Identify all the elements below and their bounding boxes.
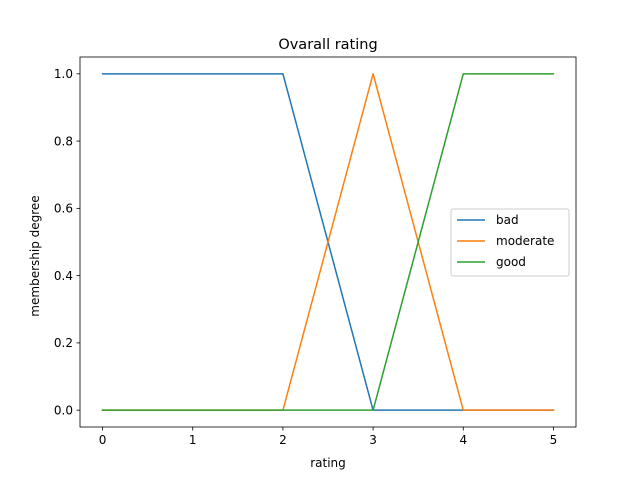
legend: bad moderate good bbox=[450, 208, 570, 277]
x-tick-label: 2 bbox=[279, 433, 287, 447]
axes-frame bbox=[79, 56, 577, 428]
legend-box bbox=[450, 208, 570, 277]
y-tick-label: 0.6 bbox=[54, 202, 73, 216]
x-tick-label: 1 bbox=[189, 433, 197, 447]
x-tick-label: 0 bbox=[99, 433, 107, 447]
legend-label-good: good bbox=[496, 255, 526, 269]
y-tick-label: 0.8 bbox=[54, 134, 73, 148]
chart-title: Ovarall rating bbox=[278, 37, 377, 53]
legend-label-moderate: moderate bbox=[496, 234, 554, 248]
y-tick-label: 0.0 bbox=[54, 403, 73, 417]
y-tick-label: 1.0 bbox=[54, 67, 73, 81]
legend-label-bad: bad bbox=[496, 213, 519, 227]
x-tick-label: 3 bbox=[369, 433, 377, 447]
y-tick-label: 0.2 bbox=[54, 336, 73, 350]
series-line-good bbox=[101, 73, 555, 411]
x-tick-label: 5 bbox=[550, 433, 558, 447]
plot-area: 0 1 2 3 4 5 0.0 0.2 0.4 0.6 0.8 1.0 bbox=[54, 56, 577, 447]
y-axis-label: membership degree bbox=[28, 195, 42, 316]
x-tick-label: 4 bbox=[459, 433, 467, 447]
x-axis-label: rating bbox=[310, 456, 346, 470]
y-tick-label: 0.4 bbox=[54, 269, 73, 283]
